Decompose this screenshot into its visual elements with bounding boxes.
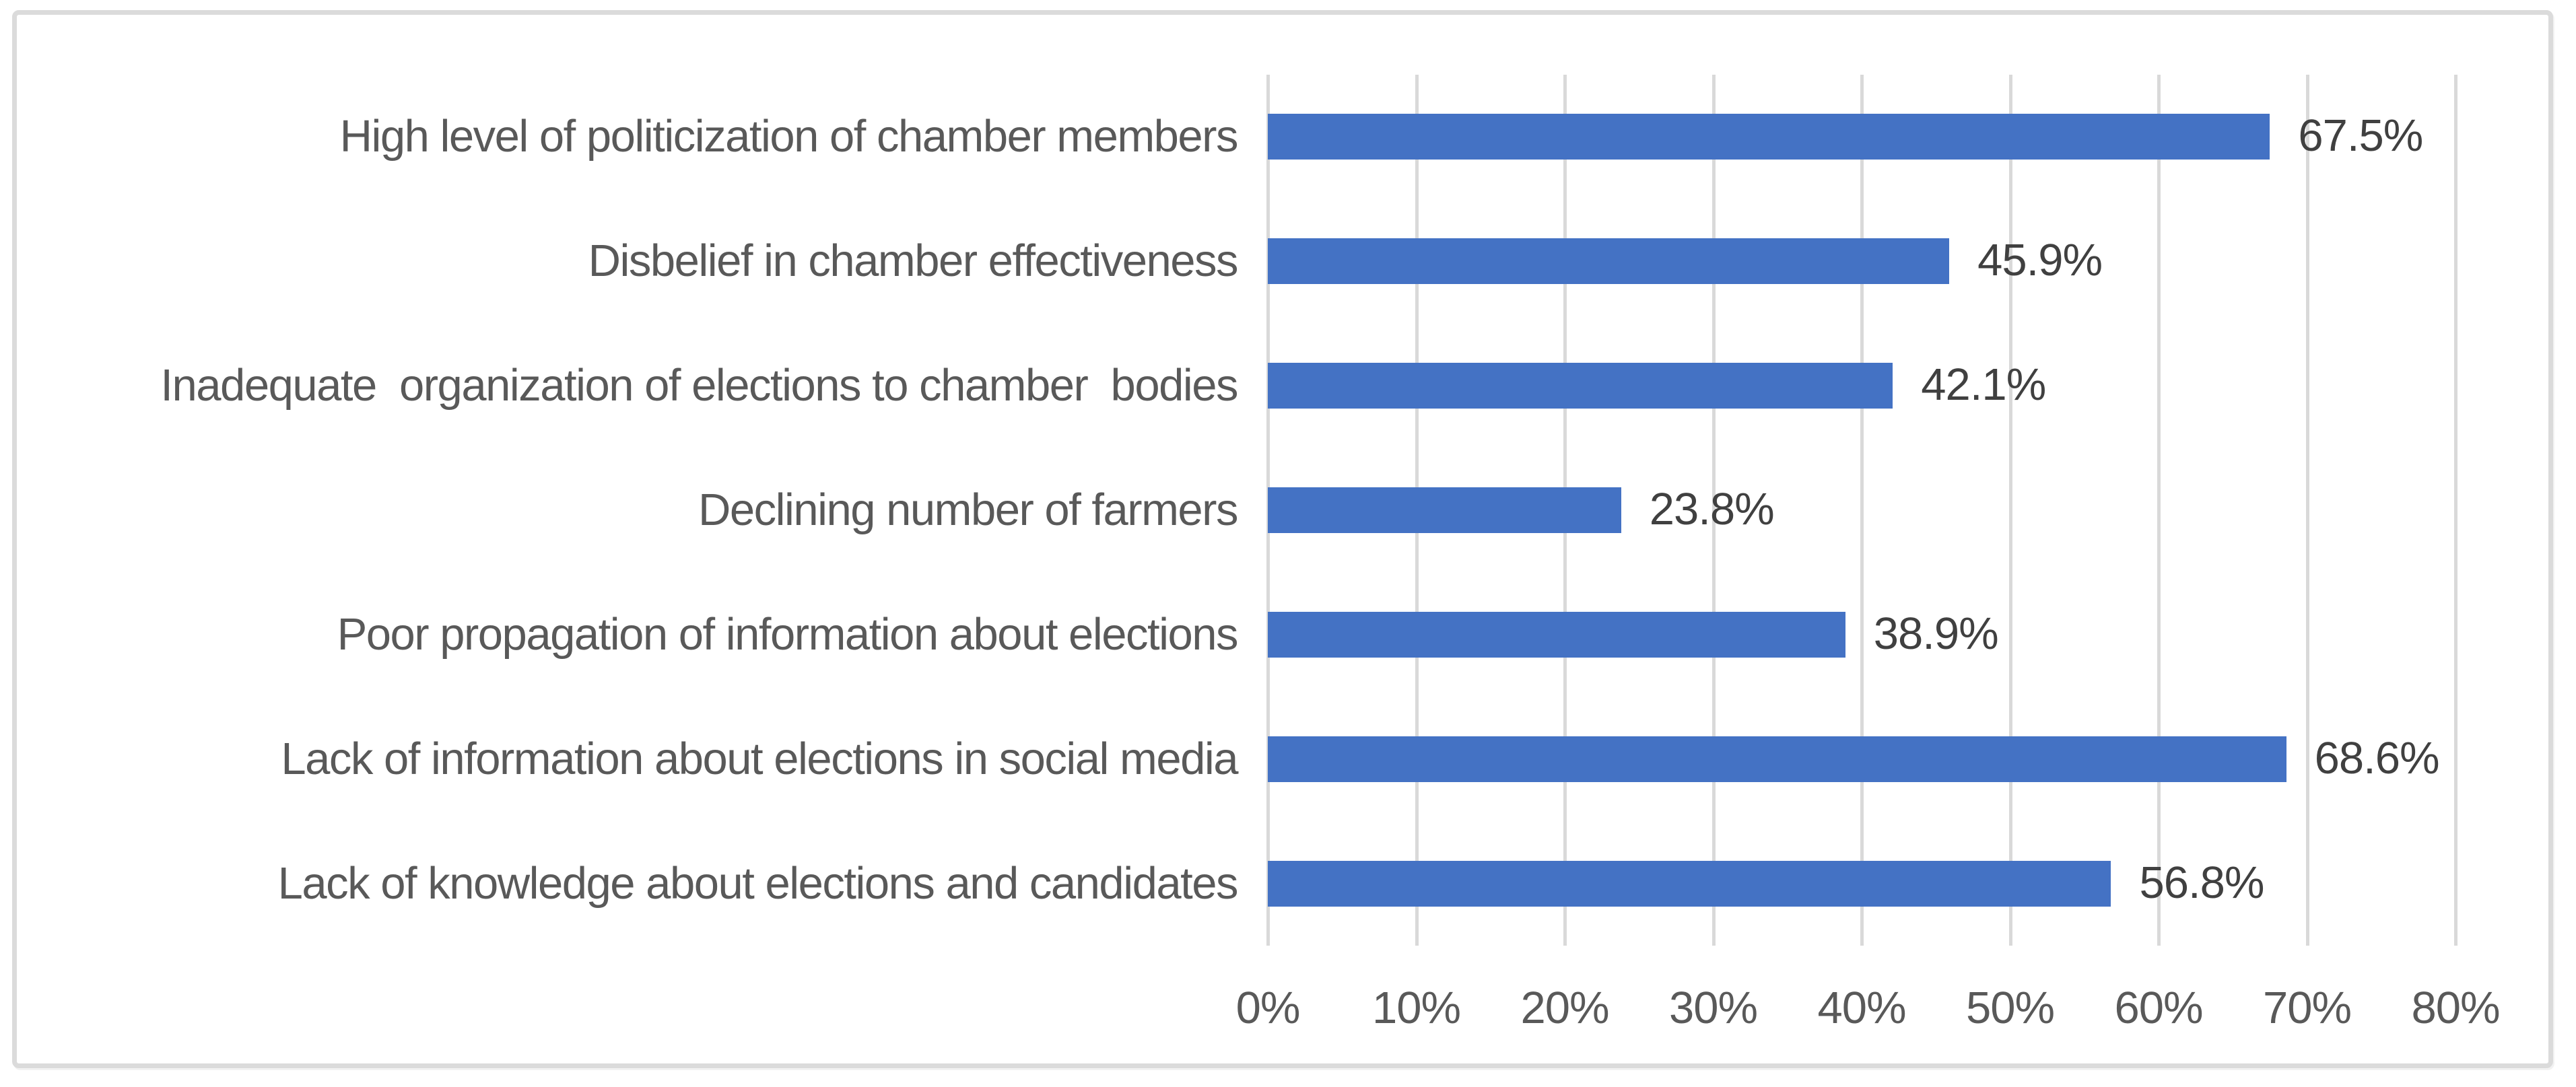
value-label: 38.9%	[1873, 608, 1999, 659]
value-label: 23.8%	[1649, 483, 1775, 534]
gridline-30%	[1711, 75, 1716, 946]
category-label: Inadequate organization of elections to …	[160, 360, 1238, 411]
gridline-60%	[2157, 75, 2161, 946]
gridline-40%	[1860, 75, 1864, 946]
category-label: Lack of knowledge about elections and ca…	[277, 857, 1239, 909]
x-axis-tick-label: 70%	[2262, 983, 2352, 1033]
x-axis-tick-label: 10%	[1371, 983, 1461, 1033]
plot-area: 67.5% 45.9% 42.1% 23.8% 38.9% 68.6% 56.8%	[1266, 75, 2458, 946]
bar-2	[1268, 238, 1950, 285]
category-label: High level of politicization of chamber …	[339, 111, 1239, 162]
x-axis-tick-label: 30%	[1668, 983, 1758, 1033]
value-label: 42.1%	[1921, 359, 2046, 411]
bar-1	[1268, 114, 2270, 160]
gridline-80%	[2454, 75, 2458, 946]
category-label: Poor propagation of information about el…	[337, 608, 1239, 660]
bar-4	[1268, 487, 1621, 533]
value-label: 56.8%	[2139, 857, 2264, 908]
gridline-70%	[2305, 75, 2309, 946]
gridline-50%	[2008, 75, 2012, 946]
x-axis-tick-label: 0%	[1235, 983, 1301, 1033]
value-label: 67.5%	[2298, 110, 2423, 162]
bar-5	[1268, 611, 1845, 658]
x-axis-tick-label: 50%	[1965, 983, 2055, 1033]
bar-6	[1268, 736, 2286, 782]
value-label: 68.6%	[2314, 732, 2440, 783]
x-axis-tick-label: 80%	[2411, 983, 2500, 1033]
category-label: Declining number of farmers	[698, 485, 1239, 535]
bar-3	[1268, 363, 1893, 409]
value-label: 45.9%	[1977, 235, 2103, 286]
category-label: Lack of information about elections in s…	[281, 733, 1238, 784]
bar-7	[1268, 860, 2111, 907]
category-label: Disbelief in chamber effectiveness	[588, 236, 1239, 287]
x-axis-tick-label: 40%	[1817, 983, 1906, 1033]
x-axis-tick-label: 20%	[1520, 983, 1609, 1033]
x-axis-tick-label: 60%	[2114, 983, 2203, 1033]
